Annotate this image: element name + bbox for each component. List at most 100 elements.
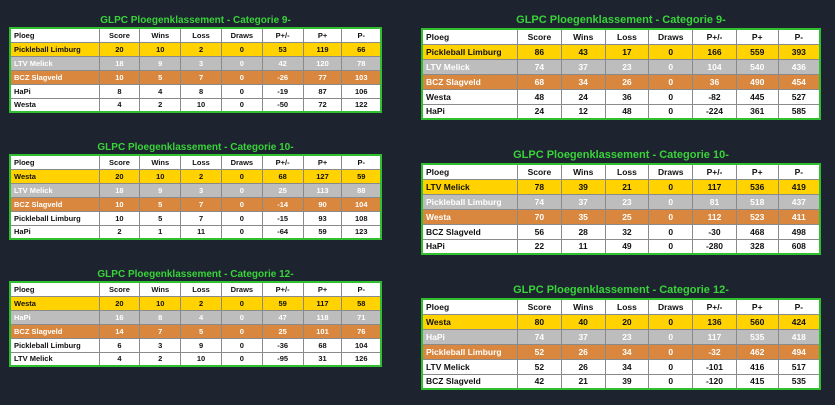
points-for-cell: 77: [302, 69, 343, 85]
loss-cell: 21: [604, 178, 650, 195]
point-diff-cell: -15: [261, 210, 304, 226]
loss-cell: 32: [604, 223, 650, 240]
point-diff-cell: 53: [261, 41, 304, 57]
standings-table: Ploeg Score Wins Loss Draws P+/- P+ P- Westa 20 10…: [9, 154, 382, 240]
table-row: LTV Melick 52 26 34 0 -101 416 517: [421, 358, 821, 375]
table-row: BCZ Slagveld 42 21 39 0 -120 415 535: [421, 373, 821, 390]
table-row: BCZ Slagveld 56 28 32 0 -30 468 498: [421, 223, 821, 240]
table-row: Pickleball Limburg 10 5 7 0 -15 93 108: [9, 210, 382, 226]
score-cell: 6: [98, 337, 141, 353]
table-row: Pickleball Limburg 86 43 17 0 166 559 393: [421, 43, 821, 60]
draws-header: Draws: [220, 281, 263, 297]
point-diff-header: P+/-: [261, 154, 304, 170]
loss-cell: 2: [180, 41, 222, 57]
draws-cell: 0: [220, 97, 263, 113]
points-against-header: P-: [341, 27, 382, 43]
score-cell: 20: [98, 168, 141, 184]
draws-header: Draws: [648, 28, 694, 45]
team-name-cell: BCZ Slagveld: [421, 73, 519, 90]
points-against-cell: 424: [777, 313, 821, 330]
loss-cell: 2: [180, 168, 222, 184]
wins-cell: 9: [139, 55, 182, 71]
standings-title: GLPC Ploegenklassement - Categorie 12-: [97, 269, 294, 280]
points-for-cell: 87: [302, 83, 343, 99]
table-row: HaPi 24 12 48 0 -224 361 585: [421, 103, 821, 120]
loss-cell: 49: [604, 238, 650, 255]
team-name-cell: Pickleball Limburg: [9, 337, 100, 353]
points-for-cell: 119: [302, 41, 343, 57]
loss-header: Loss: [604, 163, 650, 180]
team-name-cell: HaPi: [9, 224, 100, 240]
point-diff-cell: -82: [692, 88, 737, 105]
draws-cell: 0: [648, 193, 694, 210]
points-against-cell: 122: [341, 97, 382, 113]
loss-cell: 10: [180, 97, 222, 113]
standings-title: GLPC Ploegenklassement - Categorie 9-: [516, 14, 726, 26]
point-diff-cell: -26: [261, 69, 304, 85]
point-diff-cell: 112: [692, 208, 737, 225]
team-name-cell: BCZ Slagveld: [9, 196, 100, 212]
loss-cell: 8: [180, 83, 222, 99]
wins-cell: 10: [139, 295, 182, 311]
draws-cell: 0: [648, 103, 694, 120]
draws-cell: 0: [648, 73, 694, 90]
points-against-cell: 527: [777, 88, 821, 105]
table-row: Pickleball Limburg 6 3 9 0 -36 68 104: [9, 337, 382, 353]
point-diff-cell: -36: [261, 337, 304, 353]
draws-cell: 0: [220, 351, 263, 367]
wins-cell: 21: [560, 373, 606, 390]
points-against-cell: 58: [341, 295, 382, 311]
points-for-cell: 535: [735, 328, 779, 345]
team-name-cell: Pickleball Limburg: [421, 43, 519, 60]
draws-cell: 0: [648, 328, 694, 345]
points-for-header: P+: [302, 281, 343, 297]
draws-header: Draws: [648, 298, 694, 315]
wins-cell: 9: [139, 182, 182, 198]
ploeg-header: Ploeg: [9, 154, 100, 170]
points-for-cell: 540: [735, 58, 779, 75]
draws-cell: 0: [648, 208, 694, 225]
wins-cell: 12: [560, 103, 606, 120]
draws-cell: 0: [220, 323, 263, 339]
loss-cell: 7: [180, 210, 222, 226]
standings-block-right-cat10: GLPC Ploegenklassement - Categorie 10- P…: [421, 147, 821, 255]
wins-cell: 37: [560, 193, 606, 210]
points-for-cell: 31: [302, 351, 343, 367]
loss-cell: 7: [180, 69, 222, 85]
draws-header: Draws: [648, 163, 694, 180]
points-against-cell: 608: [777, 238, 821, 255]
table-header-row: Ploeg Score Wins Loss Draws P+/- P+ P-: [421, 298, 821, 315]
point-diff-cell: -50: [261, 97, 304, 113]
points-for-cell: 559: [735, 43, 779, 60]
point-diff-cell: 47: [261, 309, 304, 325]
table-row: Pickleball Limburg 52 26 34 0 -32 462 494: [421, 343, 821, 360]
points-against-cell: 411: [777, 208, 821, 225]
points-against-cell: 585: [777, 103, 821, 120]
point-diff-cell: 117: [692, 178, 737, 195]
table-header-row: Ploeg Score Wins Loss Draws P+/- P+ P-: [9, 281, 382, 297]
team-name-cell: HaPi: [9, 83, 100, 99]
table-row: LTV Melick 4 2 10 0 -95 31 126: [9, 351, 382, 367]
table-row: BCZ Slagveld 10 5 7 0 -26 77 103: [9, 69, 382, 85]
points-for-header: P+: [302, 154, 343, 170]
points-for-cell: 560: [735, 313, 779, 330]
standings-table: Ploeg Score Wins Loss Draws P+/- P+ P- Westa 20 10…: [9, 281, 382, 367]
draws-cell: 0: [648, 358, 694, 375]
draws-header: Draws: [220, 27, 263, 43]
standings-title: GLPC Ploegenklassement - Categorie 9-: [100, 15, 291, 26]
team-name-cell: Westa: [421, 208, 519, 225]
loss-cell: 9: [180, 337, 222, 353]
score-cell: 74: [517, 193, 562, 210]
points-against-cell: 66: [341, 41, 382, 57]
draws-cell: 0: [648, 238, 694, 255]
draws-cell: 0: [648, 373, 694, 390]
points-for-cell: 445: [735, 88, 779, 105]
points-against-cell: 106: [341, 83, 382, 99]
wins-cell: 3: [139, 337, 182, 353]
point-diff-cell: -280: [692, 238, 737, 255]
loss-cell: 11: [180, 224, 222, 240]
wins-cell: 5: [139, 69, 182, 85]
wins-cell: 10: [139, 41, 182, 57]
team-name-cell: LTV Melick: [421, 358, 519, 375]
table-row: Westa 80 40 20 0 136 560 424: [421, 313, 821, 330]
